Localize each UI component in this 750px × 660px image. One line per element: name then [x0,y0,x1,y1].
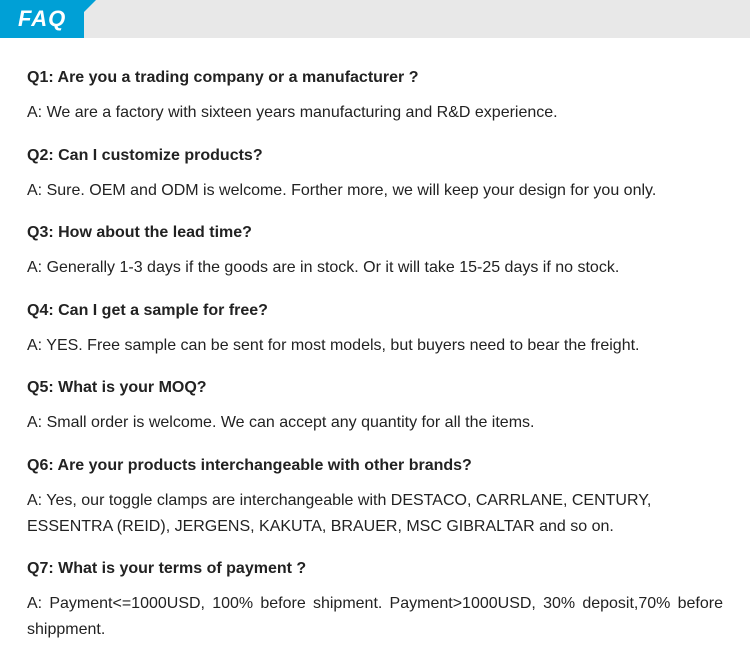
question-4: Q4: Can I get a sample for free? [27,299,723,323]
question-3: Q3: How about the lead time? [27,221,723,245]
faq-item-4: Q4: Can I get a sample for free? A: YES.… [27,299,723,359]
faq-item-6: Q6: Are your products interchangeable wi… [27,454,723,539]
answer-7: A: Payment<=1000USD, 100% before shipmen… [27,591,723,642]
question-7: Q7: What is your terms of payment ? [27,557,723,581]
answer-5: A: Small order is welcome. We can accept… [27,410,723,436]
question-1: Q1: Are you a trading company or a manuf… [27,66,723,90]
question-6: Q6: Are your products interchangeable wi… [27,454,723,478]
answer-2: A: Sure. OEM and ODM is welcome. Forther… [27,178,723,204]
question-2: Q2: Can I customize products? [27,144,723,168]
faq-item-3: Q3: How about the lead time? A: Generall… [27,221,723,281]
answer-1: A: We are a factory with sixteen years m… [27,100,723,126]
answer-6: A: Yes, our toggle clamps are interchang… [27,488,723,539]
faq-item-7: Q7: What is your terms of payment ? A: P… [27,557,723,642]
answer-3: A: Generally 1-3 days if the goods are i… [27,255,723,281]
faq-item-5: Q5: What is your MOQ? A: Small order is … [27,376,723,436]
faq-title: FAQ [18,6,66,32]
faq-item-2: Q2: Can I customize products? A: Sure. O… [27,144,723,204]
faq-item-1: Q1: Are you a trading company or a manuf… [27,66,723,126]
header-bar: FAQ [0,0,750,38]
question-5: Q5: What is your MOQ? [27,376,723,400]
faq-content: Q1: Are you a trading company or a manuf… [0,66,750,642]
answer-4: A: YES. Free sample can be sent for most… [27,333,723,359]
faq-badge: FAQ [0,0,84,38]
